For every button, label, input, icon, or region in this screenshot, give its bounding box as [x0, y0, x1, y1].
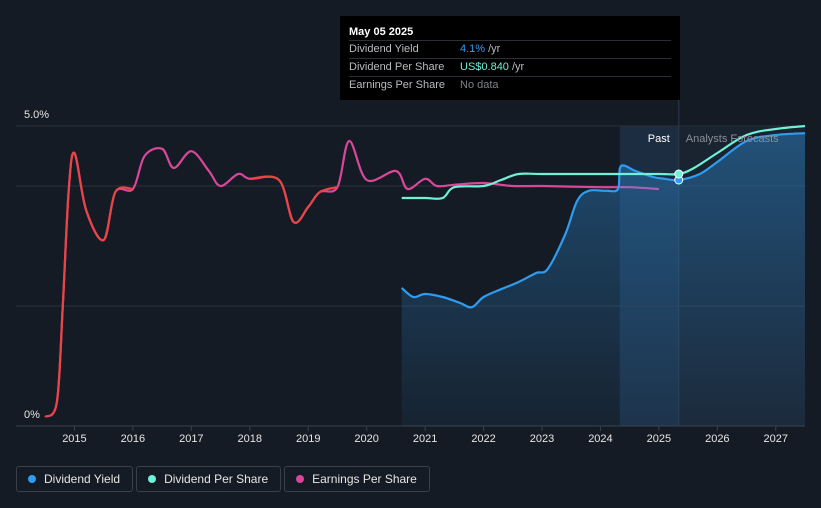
tooltip: May 05 2025 Dividend Yield 4.1% /yr Divi… [340, 16, 680, 100]
x-tick-label: 2019 [296, 433, 320, 445]
legend: Dividend Yield Dividend Per Share Earnin… [16, 466, 430, 492]
tooltip-label: Earnings Per Share [349, 79, 445, 91]
tooltip-row-earnings-per-share: Earnings Per Share No data [349, 76, 671, 94]
tooltip-row-dividend-per-share: Dividend Per Share US$0.840 /yr [349, 58, 671, 76]
x-tick-label: 2016 [121, 433, 145, 445]
x-tick-label: 2026 [705, 433, 729, 445]
tooltip-value: 4.1% [460, 43, 486, 55]
x-tick-label: 2021 [413, 433, 437, 445]
dividend-yield-line [400, 132, 806, 309]
x-tick-label: 2023 [530, 433, 554, 445]
x-tick-label: 2027 [764, 433, 788, 445]
past-label: Past [648, 133, 670, 145]
legend-item-dividend-yield[interactable]: Dividend Yield [16, 466, 134, 492]
y-tick-label: 5.0% [24, 109, 49, 121]
legend-item-dividend-per-share[interactable]: Dividend Per Share [136, 466, 282, 492]
tooltip-label: Dividend Yield [349, 43, 419, 55]
tooltip-value: US$0.840 [460, 61, 509, 73]
tooltip-row-dividend-yield: Dividend Yield 4.1% /yr [349, 40, 671, 58]
tooltip-date: May 05 2025 [349, 26, 414, 38]
dividend-per-share-line [401, 124, 806, 200]
dividend-chart: 5.0% 0% 2015 2016 2017 2018 2019 2020 2021 2022 20… [16, 16, 806, 445]
legend-item-earnings-per-share[interactable]: Earnings Per Share [284, 466, 430, 492]
forecast-label: Analysts Forecasts [686, 133, 779, 145]
x-tick-label: 2025 [647, 433, 671, 445]
tooltip-unit: /yr [511, 61, 525, 73]
legend-label: Earnings Per Share [312, 472, 417, 486]
legend-label: Dividend Per Share [164, 472, 269, 486]
tooltip-unit: /yr [488, 43, 501, 55]
legend-dot-icon [296, 475, 305, 483]
dividend-yield-area [401, 133, 805, 426]
x-tick-label: 2020 [354, 433, 378, 445]
x-tick-label: 2018 [238, 433, 262, 445]
x-tick-label: 2024 [588, 433, 612, 445]
tooltip-label: Dividend Per Share [349, 61, 445, 73]
y-tick-label: 0% [24, 409, 40, 421]
legend-dot-icon [28, 475, 36, 483]
x-tick-label: 2017 [179, 433, 203, 445]
x-tick-label: 2022 [471, 433, 495, 445]
x-tick-label: 2015 [62, 433, 86, 445]
earnings-per-share-dip-line [249, 175, 338, 224]
tooltip-value: No data [460, 79, 499, 91]
legend-dot-icon [148, 475, 157, 483]
dividend-per-share-marker [674, 169, 684, 179]
legend-label: Dividend Yield [44, 472, 121, 486]
earnings-per-share-early-line [44, 151, 134, 418]
